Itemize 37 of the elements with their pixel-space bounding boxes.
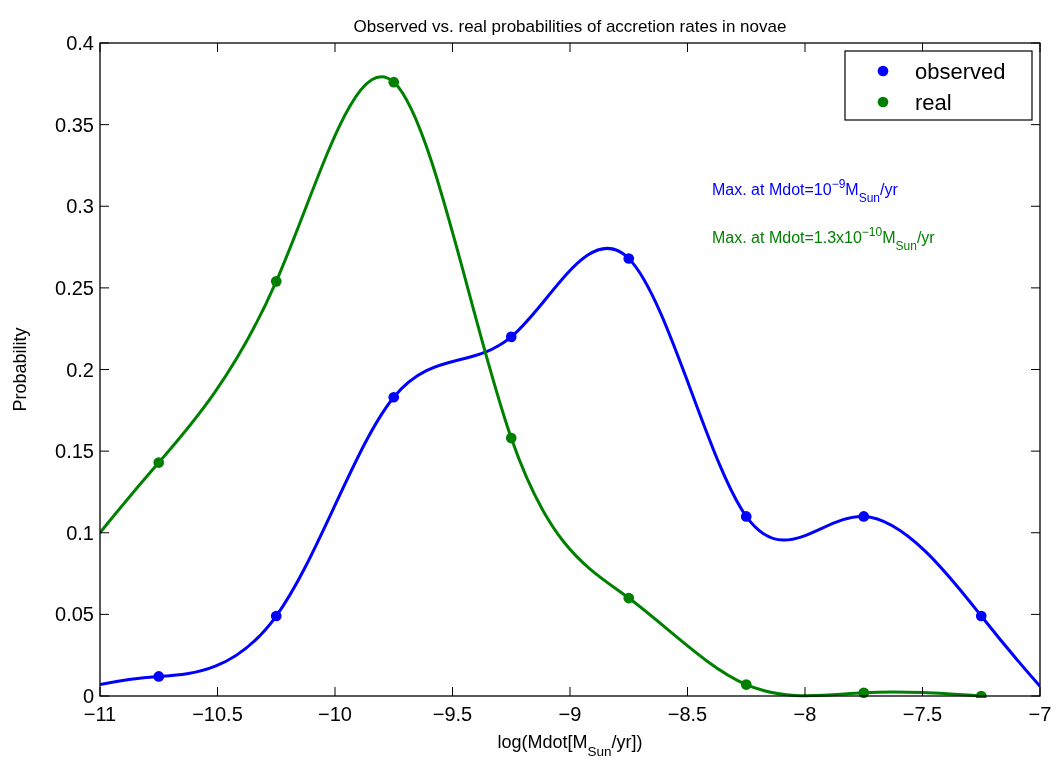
point	[740, 511, 752, 522]
point	[153, 671, 165, 682]
x-tick-label: −10.5	[192, 703, 243, 725]
point	[270, 610, 282, 622]
y-tick-label: 0.25	[55, 276, 94, 299]
y-tick-label: 0.3	[66, 195, 94, 218]
x-tick-label: −8.5	[667, 703, 708, 725]
point	[270, 276, 282, 287]
y-tick-label: 0.1	[66, 521, 94, 544]
point	[153, 457, 165, 468]
y-tick-label: 0.35	[55, 113, 94, 136]
y-tick-label: 0.4	[66, 32, 94, 54]
x-tick-label: −9	[558, 703, 582, 725]
y-tick-label: 0.05	[55, 603, 94, 626]
point	[388, 76, 400, 88]
point	[388, 391, 400, 403]
legend-label: real	[915, 90, 952, 115]
x-tick-label: −10	[318, 703, 352, 725]
point	[505, 331, 517, 343]
chart-title: Observed vs. real probabilities of accretion rates in novae	[353, 17, 787, 36]
x-tick-label: −7.5	[902, 703, 943, 725]
x-tick-label: −8	[793, 703, 817, 725]
point	[505, 432, 517, 444]
annotation: Max. at Mdot=1.3x10$^{−10}$M$_{Sun}$/yr	[712, 225, 936, 253]
y-tick-label: 0.2	[66, 358, 94, 381]
annotation: Max. at Mdot=10$^{−9}$M$_{Sun}$/yr	[712, 177, 899, 205]
point	[740, 679, 752, 690]
y-tick-label: 0.15	[55, 440, 94, 463]
x-axis-title: log(Mdot[M$_{Sun}$/yr])	[497, 732, 643, 759]
point	[975, 610, 987, 622]
legend-label: observed	[915, 59, 1006, 84]
y-axis-title: Probability	[10, 327, 30, 412]
point	[858, 511, 870, 522]
point	[623, 592, 635, 604]
point	[623, 253, 635, 264]
x-tick-label: −9.5	[432, 703, 473, 725]
x-tick-label: −7	[1028, 703, 1052, 725]
